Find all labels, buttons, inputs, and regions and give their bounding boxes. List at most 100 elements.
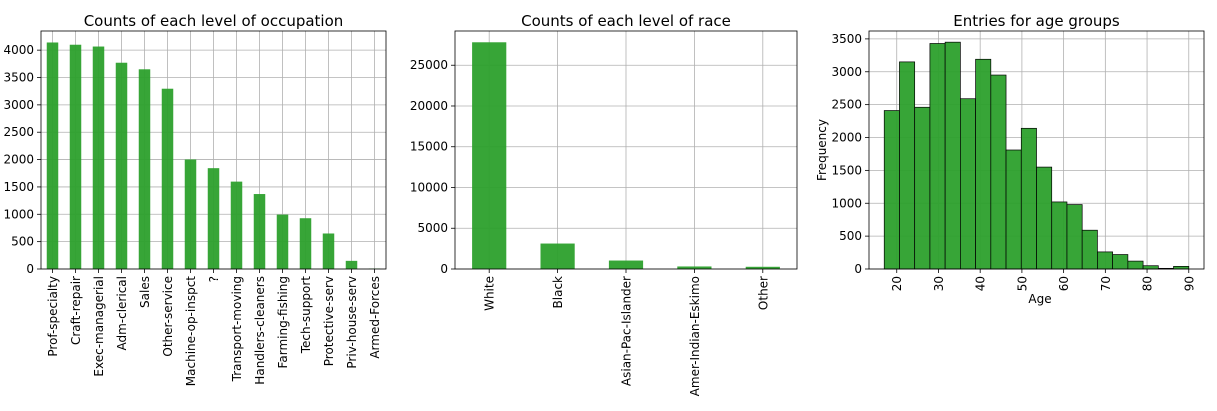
chart-occupation-ytick-label: 0 bbox=[26, 262, 34, 276]
chart-age-hist-bar bbox=[944, 41, 961, 270]
chart-age-hist-bar bbox=[1036, 166, 1053, 270]
chart-age-ytick-label: 2000 bbox=[831, 131, 862, 145]
chart-age-hist-bar bbox=[1051, 201, 1068, 270]
chart-race-ytick-label: 10000 bbox=[410, 180, 448, 194]
chart-occupation-ytick-label: 4000 bbox=[3, 43, 34, 57]
chart-age-hist-bar bbox=[1112, 254, 1129, 270]
chart-occupation-xtick-label: Handlers-cleaners bbox=[253, 276, 267, 385]
chart-age-hist-bar bbox=[975, 58, 992, 270]
chart-age-hist-bar bbox=[960, 98, 976, 270]
chart-age-xtick-label: 50 bbox=[1015, 276, 1029, 291]
chart-age-bars bbox=[883, 41, 1190, 270]
chart-occupation-xtick-label: Transport-moving bbox=[230, 276, 244, 382]
chart-race-ticks: 0 5000 10000 15000 20000 25000 White Black Asian… bbox=[410, 58, 770, 396]
chart-occupation-bar bbox=[115, 62, 128, 269]
chart-occupation-xtick-label: Adm-clerical bbox=[115, 276, 129, 351]
chart-age: Entries for age groups 0 500 1000 1500 2000 2… bbox=[815, 12, 1205, 306]
chart-occupation-xtick-label: Armed-Forces bbox=[368, 276, 382, 359]
chart-age-hist-bar bbox=[899, 61, 916, 270]
chart-age-title: Entries for age groups bbox=[953, 12, 1120, 30]
chart-age-hist-bar bbox=[1066, 204, 1083, 270]
chart-occupation-title: Counts of each level of occupation bbox=[84, 12, 344, 30]
chart-occupation-bar bbox=[46, 42, 59, 269]
chart-age-hist-bar bbox=[990, 74, 1007, 270]
chart-occupation-ticks: 0 500 1000 1500 2000 2500 3000 3500 4000 Prof-spe… bbox=[3, 43, 382, 386]
chart-race-ytick-label: 20000 bbox=[410, 99, 448, 113]
chart-occupation-bar bbox=[69, 44, 82, 269]
chart-occupation-xtick-label: Craft-repair bbox=[69, 276, 83, 345]
chart-occupation-ytick-label: 3000 bbox=[3, 98, 34, 112]
chart-occupation: Counts of each level of occupation 0 500 1… bbox=[3, 12, 387, 386]
chart-age-hist-bar bbox=[914, 106, 931, 270]
chart-race-xtick-label: Amer-Indian-Eskimo bbox=[688, 276, 702, 396]
chart-age-ytick-label: 3000 bbox=[831, 65, 862, 79]
chart-age-xtick-label: 40 bbox=[974, 276, 988, 291]
chart-age-ylabel: Frequency bbox=[815, 119, 829, 181]
chart-race-xtick-label: Black bbox=[551, 276, 565, 309]
chart-occupation-bar bbox=[276, 214, 289, 269]
chart-race-ytick-label: 25000 bbox=[410, 58, 448, 72]
chart-age-xtick-label: 20 bbox=[890, 276, 904, 291]
chart-occupation-xtick-label: Prof-specialty bbox=[46, 276, 60, 357]
chart-age-ytick-label: 1000 bbox=[831, 196, 862, 210]
chart-occupation-xtick-label: Other-service bbox=[161, 276, 175, 357]
chart-occupation-xtick-label: Priv-house-serv bbox=[345, 276, 359, 369]
chart-age-ytick-label: 3500 bbox=[831, 32, 862, 46]
chart-age-ytick-label: 1500 bbox=[831, 163, 862, 177]
chart-occupation-ytick-label: 2500 bbox=[3, 125, 34, 139]
chart-race-xtick-label: White bbox=[483, 276, 497, 311]
chart-occupation-bar bbox=[299, 218, 312, 269]
chart-occupation-bar bbox=[230, 181, 243, 269]
chart-age-hist-bar bbox=[1081, 229, 1098, 270]
chart-occupation-bar bbox=[138, 69, 151, 269]
chart-race-title: Counts of each level of race bbox=[521, 12, 731, 30]
chart-race-bar bbox=[745, 266, 780, 269]
chart-occupation-xtick-label: Tech-support bbox=[299, 276, 313, 355]
chart-age-hist-bar bbox=[929, 43, 946, 270]
chart-age-ytick-label: 0 bbox=[854, 262, 862, 276]
chart-occupation-ytick-label: 500 bbox=[11, 235, 34, 249]
chart-occupation-xtick-label: Machine-op-inspct bbox=[184, 276, 198, 386]
chart-race-bar bbox=[472, 42, 507, 269]
chart-occupation-bars bbox=[46, 42, 381, 270]
chart-age-ytick-label: 2500 bbox=[831, 98, 862, 112]
chart-race-ytick-label: 5000 bbox=[417, 221, 448, 235]
chart-occupation-xtick-label: Sales bbox=[138, 276, 152, 308]
chart-age-xtick-label: 80 bbox=[1141, 276, 1155, 291]
chart-age-xtick-label: 60 bbox=[1057, 276, 1071, 291]
chart-occupation-bar bbox=[161, 88, 174, 270]
chart-age-xtick-label: 90 bbox=[1182, 276, 1196, 291]
chart-occupation-bar bbox=[92, 46, 105, 269]
chart-age-xtick-label: 70 bbox=[1099, 276, 1113, 291]
chart-age-ticks: 0 500 1000 1500 2000 2500 3000 3500 20 30 40 50 60 70… bbox=[831, 32, 1196, 291]
chart-occupation-xtick-label: ? bbox=[207, 276, 221, 282]
chart-age-xlabel: Age bbox=[1028, 292, 1051, 306]
chart-occupation-ytick-label: 1000 bbox=[3, 207, 34, 221]
chart-occupation-xtick-label: Protective-serv bbox=[322, 276, 336, 366]
chart-race-ytick-label: 0 bbox=[440, 262, 448, 276]
chart-occupation-ytick-label: 1500 bbox=[3, 180, 34, 194]
chart-age-xtick-label: 30 bbox=[932, 276, 946, 291]
chart-age-hist-bar bbox=[1005, 149, 1022, 270]
chart-occupation-xtick-label: Farming-fishing bbox=[276, 276, 290, 368]
chart-occupation-bar bbox=[253, 194, 266, 269]
chart-age-hist-bar bbox=[1127, 260, 1144, 270]
chart-race-bar bbox=[540, 243, 575, 269]
chart-occupation-bar bbox=[207, 168, 220, 269]
chart-race-bar bbox=[677, 266, 712, 269]
chart-race: Counts of each level of race 0 5000 10000 1… bbox=[410, 12, 798, 396]
chart-age-frame bbox=[868, 30, 1205, 270]
chart-occupation-bar bbox=[184, 159, 197, 269]
chart-occupation-ytick-label: 3500 bbox=[3, 71, 34, 85]
chart-occupation-bar bbox=[322, 233, 335, 269]
chart-age-hist-bar bbox=[883, 110, 900, 270]
chart-race-ytick-label: 15000 bbox=[410, 140, 448, 154]
chart-age-ytick-label: 500 bbox=[839, 229, 862, 243]
chart-age-hist-bar bbox=[1142, 265, 1159, 270]
chart-occupation-xtick-label: Exec-managerial bbox=[92, 276, 106, 377]
chart-age-hist-bar bbox=[1020, 127, 1037, 270]
chart-race-xtick-label: Asian-Pac-Islander bbox=[620, 276, 634, 386]
chart-age-hist-bar bbox=[1097, 251, 1113, 270]
chart-race-xtick-label: Other bbox=[756, 276, 770, 310]
